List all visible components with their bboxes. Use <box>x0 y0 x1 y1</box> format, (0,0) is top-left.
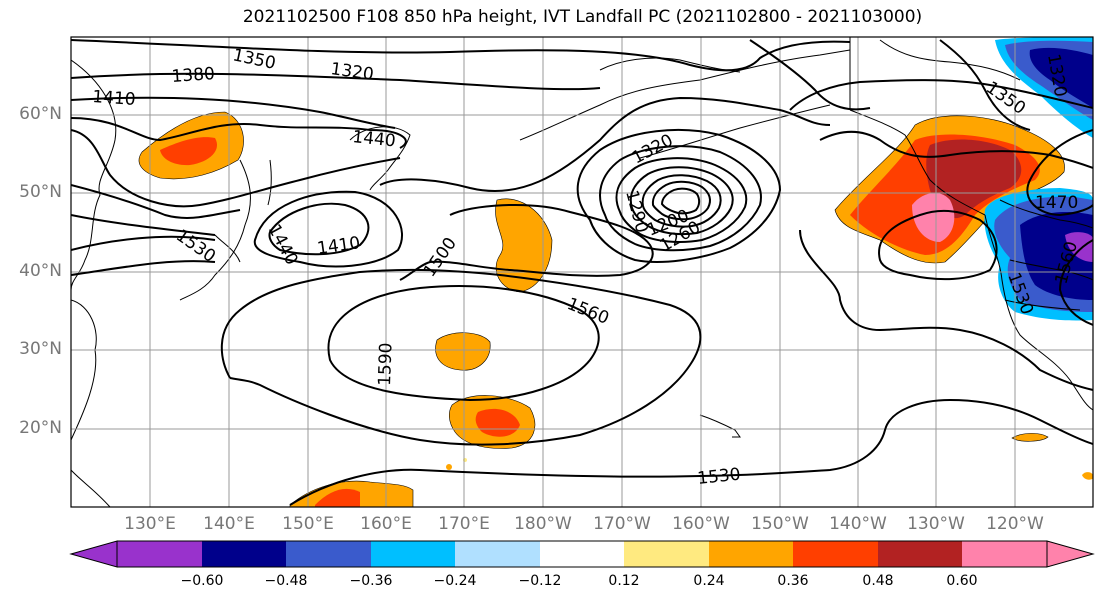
contour-label: 1500 <box>420 234 461 281</box>
lon-label: 150°W <box>751 514 809 534</box>
colorbar-segment <box>624 541 710 567</box>
contour-label: 1440 <box>351 127 396 151</box>
colorbar-tick-label: −0.24 <box>433 573 477 589</box>
contour-label: 1320 <box>629 130 677 168</box>
coastlines <box>71 37 1093 507</box>
colorbar-segment <box>962 541 1048 567</box>
colorbar-segment <box>117 541 203 567</box>
colorbar-tick-label: 0.48 <box>862 573 894 589</box>
contour-label: 1350 <box>982 78 1029 119</box>
graticule <box>71 37 1093 507</box>
ivt-negative-shading <box>984 37 1093 321</box>
colorbar-tick-label: −0.36 <box>349 573 393 589</box>
height-contours <box>71 39 1093 506</box>
colorbar-segment <box>793 541 879 567</box>
lon-label: 160°E <box>360 514 412 534</box>
contour-label: 1440 <box>264 221 302 269</box>
lon-label: 150°E <box>282 514 334 534</box>
colorbar-tick-label: −0.48 <box>264 573 308 589</box>
contour-label: 1590 <box>375 342 396 386</box>
lon-label: 140°E <box>203 514 255 534</box>
colorbar-segment <box>455 541 541 567</box>
contour-label: 1320 <box>329 59 375 85</box>
lat-label: 50°N <box>19 182 62 202</box>
colorbar-tick-label: −0.60 <box>180 573 224 589</box>
map-frame <box>70 36 1094 508</box>
colorbar-tick-label: −0.12 <box>518 573 562 589</box>
colorbar-extend-min <box>69 540 118 568</box>
lon-label: 170°E <box>438 514 490 534</box>
colorbar-segment <box>371 541 456 567</box>
contour-label: 1380 <box>171 64 216 87</box>
colorbar <box>69 540 1095 568</box>
lat-label: 60°N <box>19 104 62 124</box>
map-area: 1320 1350 1380 1410 1440 1410 1440 1530 … <box>71 37 1093 507</box>
lon-label: 180°W <box>514 514 572 534</box>
lon-label: 130°W <box>907 514 965 534</box>
colorbar-tick-label: 0.36 <box>777 573 809 589</box>
lon-label: 160°W <box>672 514 730 534</box>
contour-label: 1470 <box>1035 193 1078 213</box>
map-title: 2021102500 F108 850 hPa height, IVT Land… <box>242 7 923 27</box>
contour-label-group: 1320 1350 1380 1410 1440 1410 1440 1530 … <box>92 45 1082 489</box>
colorbar-tick-label: 0.24 <box>693 573 725 589</box>
lat-label: 40°N <box>19 261 62 281</box>
lat-label: 30°N <box>19 339 62 359</box>
lat-label: 20°N <box>19 418 62 438</box>
colorbar-segment <box>202 541 287 567</box>
colorbar-tick-label: 0.60 <box>946 573 978 589</box>
colorbar-segment <box>540 541 625 567</box>
colorbar-extend-max <box>1046 540 1095 568</box>
lon-label: 140°W <box>829 514 887 534</box>
colorbar-segment <box>709 541 794 567</box>
lon-label: 120°W <box>986 514 1044 534</box>
colorbar-tick-label: 0.12 <box>608 573 640 589</box>
colorbar-segment <box>878 541 963 567</box>
contour-label: 1410 <box>92 87 137 110</box>
contour-label: 1560 <box>564 294 612 329</box>
contour-label: 1410 <box>316 233 362 259</box>
ivt-shading <box>138 111 1093 507</box>
colorbar-segment <box>286 541 372 567</box>
lon-label: 130°E <box>124 514 176 534</box>
contour-label: 1530 <box>696 465 741 489</box>
lon-label: 170°W <box>593 514 651 534</box>
